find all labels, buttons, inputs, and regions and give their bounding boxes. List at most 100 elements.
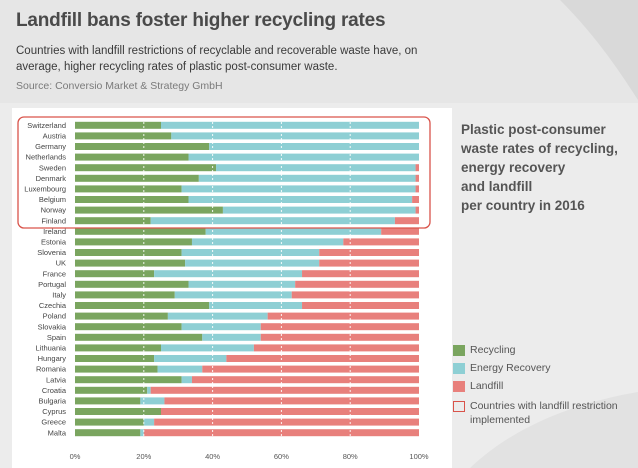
bar-segment — [209, 143, 419, 150]
chart-side-title: Plastic post-consumer waste rates of rec… — [461, 122, 618, 213]
bar-segment — [75, 217, 151, 225]
category-label: Germany — [35, 142, 66, 151]
legend-swatch — [453, 363, 465, 374]
bar-segment — [161, 408, 419, 415]
bar-segment — [171, 132, 419, 140]
category-label: Sweden — [39, 163, 66, 172]
grid-lines — [143, 118, 351, 438]
bar-segment — [75, 302, 210, 309]
bar-segment — [164, 397, 419, 405]
bar-segment — [75, 429, 141, 437]
x-tick-label: 20% — [136, 452, 151, 461]
bar-segment — [75, 397, 141, 405]
category-label: Hungary — [38, 354, 67, 363]
legend-swatch — [453, 381, 465, 392]
category-label: Lithuania — [36, 344, 67, 353]
bar-segment — [181, 249, 320, 256]
bar-segment — [209, 302, 303, 309]
bar-segment — [75, 291, 175, 299]
bar-segment — [181, 323, 261, 331]
bar-segment — [75, 153, 189, 161]
category-label: Netherlands — [26, 153, 67, 162]
category-label: Italy — [52, 291, 66, 300]
bar-segment — [291, 291, 419, 299]
bar-segment — [75, 344, 161, 352]
landfill-restriction-highlight-box — [17, 116, 431, 229]
x-axis-ticks: 0% 20% 40% 60% 80% 100% — [70, 452, 429, 461]
bar-segment — [75, 238, 192, 246]
category-label: Ireland — [43, 227, 66, 236]
bars — [75, 121, 420, 437]
bar-segment — [202, 333, 261, 341]
bar-segment — [75, 323, 182, 331]
bar-segment — [154, 418, 419, 426]
bar-segment — [188, 280, 296, 288]
bar-segment — [75, 132, 172, 140]
bar-segment — [226, 355, 419, 362]
bar-segment — [75, 376, 182, 384]
bar-segment — [216, 164, 416, 172]
legend-label: Countries with landfill restriction impl… — [470, 400, 618, 426]
x-tick-label: 0% — [70, 452, 81, 461]
page-subtitle: Countries with landfill restrictions of … — [16, 45, 418, 73]
category-label: France — [43, 269, 66, 278]
bar-segment — [75, 280, 189, 288]
bar-segment — [75, 164, 217, 172]
category-label: Estonia — [41, 238, 67, 247]
category-label: Slovenia — [37, 248, 67, 257]
category-label: Czechia — [39, 301, 67, 310]
bar-segment — [185, 259, 320, 267]
source-note: Source: Conversio Market & Strategy GmbH — [16, 80, 223, 92]
category-label: Spain — [47, 333, 66, 342]
category-label: UK — [56, 259, 66, 268]
bar-segment — [319, 259, 419, 267]
bar-segment — [188, 153, 419, 161]
bar-segment — [140, 429, 144, 437]
x-tick-label: 60% — [274, 452, 289, 461]
legend-label: Energy Recovery — [470, 362, 551, 374]
bar-segment — [150, 217, 395, 225]
bar-segment — [181, 185, 416, 193]
bar-segment — [75, 143, 210, 150]
bar-segment — [75, 418, 144, 426]
bar-segment — [253, 344, 419, 352]
bar-segment — [75, 249, 182, 256]
bar-segment — [415, 206, 419, 214]
category-label: Luxembourg — [24, 185, 66, 194]
category-label: Malta — [48, 428, 67, 437]
bar-segment — [143, 429, 420, 437]
bar-segment — [75, 174, 199, 182]
bar-segment — [75, 121, 161, 129]
legend-label: Recycling — [470, 344, 516, 356]
bar-segment — [202, 365, 419, 373]
bar-segment — [75, 333, 203, 341]
bar-segment — [161, 344, 254, 352]
bar-segment — [295, 280, 419, 288]
bar-segment — [143, 418, 155, 426]
bar-segment — [191, 376, 419, 384]
bar-segment — [198, 174, 416, 182]
category-label: Portugal — [38, 280, 66, 289]
bar-segment — [161, 121, 419, 129]
x-tick-label: 40% — [205, 452, 220, 461]
legend-label: Landfill — [470, 380, 504, 392]
x-tick-label: 100% — [409, 452, 429, 461]
category-label: Cyprus — [42, 407, 66, 416]
bar-segment — [75, 227, 206, 235]
bar-segment — [415, 185, 419, 193]
category-label: Switzerland — [27, 121, 66, 130]
category-label: Slovakia — [38, 322, 67, 331]
bar-segment — [174, 291, 292, 299]
bar-segment — [157, 365, 203, 373]
bar-segment — [75, 386, 148, 394]
bar-segment — [415, 174, 419, 182]
bar-segment — [302, 302, 419, 309]
bar-segment — [75, 259, 186, 267]
bar-segment — [154, 270, 303, 278]
bar-segment — [260, 333, 419, 341]
category-label: Romania — [36, 365, 67, 374]
bar-segment — [412, 196, 419, 203]
legend-swatch — [453, 401, 465, 412]
bar-segment — [302, 270, 419, 278]
